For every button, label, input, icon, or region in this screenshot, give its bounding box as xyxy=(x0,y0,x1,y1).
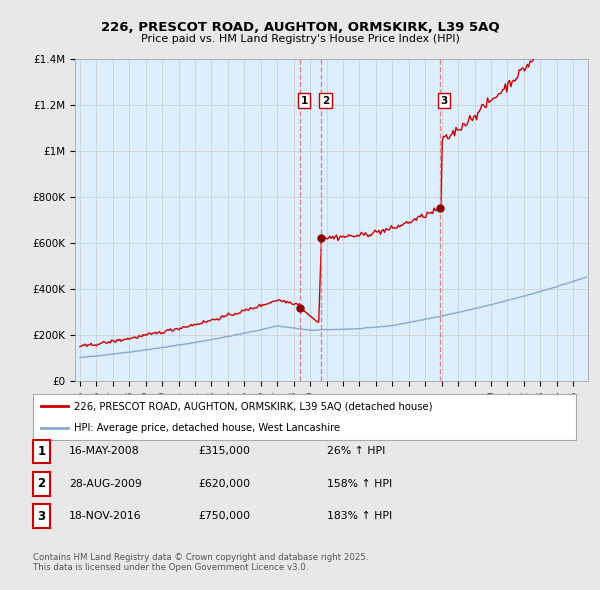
Text: 158% ↑ HPI: 158% ↑ HPI xyxy=(327,479,392,489)
Text: Price paid vs. HM Land Registry's House Price Index (HPI): Price paid vs. HM Land Registry's House … xyxy=(140,34,460,44)
Text: 26% ↑ HPI: 26% ↑ HPI xyxy=(327,447,385,456)
Text: 18-NOV-2016: 18-NOV-2016 xyxy=(69,512,142,521)
Text: £315,000: £315,000 xyxy=(198,447,250,456)
Text: 3: 3 xyxy=(440,96,448,106)
Text: 16-MAY-2008: 16-MAY-2008 xyxy=(69,447,140,456)
Text: 2: 2 xyxy=(322,96,329,106)
Text: 1: 1 xyxy=(301,96,308,106)
Text: HPI: Average price, detached house, West Lancashire: HPI: Average price, detached house, West… xyxy=(74,423,340,433)
Text: 226, PRESCOT ROAD, AUGHTON, ORMSKIRK, L39 5AQ (detached house): 226, PRESCOT ROAD, AUGHTON, ORMSKIRK, L3… xyxy=(74,401,432,411)
Text: £620,000: £620,000 xyxy=(198,479,250,489)
Text: 183% ↑ HPI: 183% ↑ HPI xyxy=(327,512,392,521)
Text: 2: 2 xyxy=(37,477,46,490)
Text: 1: 1 xyxy=(37,445,46,458)
Text: 3: 3 xyxy=(37,510,46,523)
Bar xyxy=(300,59,321,381)
Text: £750,000: £750,000 xyxy=(198,512,250,521)
Text: Contains HM Land Registry data © Crown copyright and database right 2025.
This d: Contains HM Land Registry data © Crown c… xyxy=(33,553,368,572)
Text: 28-AUG-2009: 28-AUG-2009 xyxy=(69,479,142,489)
Text: 226, PRESCOT ROAD, AUGHTON, ORMSKIRK, L39 5AQ: 226, PRESCOT ROAD, AUGHTON, ORMSKIRK, L3… xyxy=(101,21,499,34)
